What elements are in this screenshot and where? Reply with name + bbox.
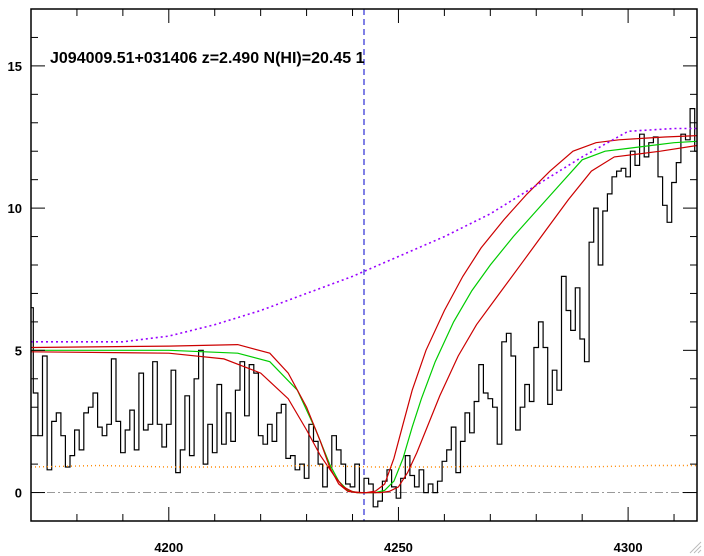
axes: 4200 4250 4300 0 5 10 15	[8, 8, 698, 555]
resize-grip-icon[interactable]	[688, 540, 702, 554]
x-tick-label: 4300	[614, 540, 643, 555]
model-upper-line	[31, 135, 697, 494]
plot-series-group	[31, 9, 697, 521]
model-lower-line	[31, 144, 697, 494]
chart-title: J094009.51+031406 z=2.490 N(HI)=20.45 1	[50, 50, 365, 67]
y-tick-label: 0	[15, 486, 22, 501]
x-tick-label: 4200	[154, 540, 183, 555]
x-tick-label: 4250	[384, 540, 413, 555]
plot-area	[31, 9, 697, 521]
y-tick-label: 15	[8, 59, 22, 74]
y-tick-label: 5	[15, 343, 22, 358]
continuum-line	[31, 127, 697, 343]
error-line	[31, 464, 697, 468]
y-tick-label: 10	[8, 201, 22, 216]
